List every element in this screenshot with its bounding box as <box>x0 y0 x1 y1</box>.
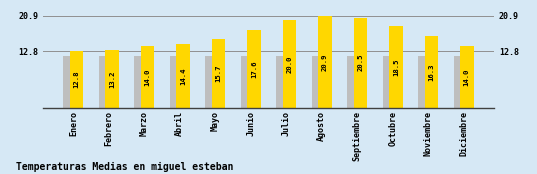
Text: 20.9: 20.9 <box>322 53 328 71</box>
Text: 20.5: 20.5 <box>358 54 364 72</box>
Bar <box>170 56 183 108</box>
Text: 14.0: 14.0 <box>464 68 470 86</box>
Bar <box>241 56 255 108</box>
Bar <box>460 46 474 108</box>
Bar <box>312 56 325 108</box>
Bar <box>205 56 219 108</box>
Bar <box>134 56 148 108</box>
Text: 16.3: 16.3 <box>429 63 434 81</box>
Bar <box>318 16 332 108</box>
Bar <box>425 36 438 108</box>
Bar <box>247 30 260 108</box>
Text: 15.7: 15.7 <box>215 65 221 82</box>
Bar <box>354 18 367 108</box>
Bar <box>282 20 296 108</box>
Bar <box>454 56 467 108</box>
Text: Temperaturas Medias en miguel esteban: Temperaturas Medias en miguel esteban <box>16 162 234 172</box>
Text: 20.0: 20.0 <box>286 55 293 73</box>
Bar <box>383 56 396 108</box>
Bar <box>99 56 112 108</box>
Bar <box>105 50 119 108</box>
Text: 13.2: 13.2 <box>109 70 115 88</box>
Text: 18.5: 18.5 <box>393 58 399 76</box>
Bar <box>277 56 290 108</box>
Text: 17.6: 17.6 <box>251 60 257 78</box>
Bar <box>70 52 83 108</box>
Bar <box>141 46 154 108</box>
Bar <box>389 26 403 108</box>
Text: 14.0: 14.0 <box>144 68 150 86</box>
Bar <box>212 39 225 108</box>
Bar <box>63 56 77 108</box>
Bar <box>418 56 432 108</box>
Text: 12.8: 12.8 <box>74 71 79 88</box>
Text: 14.4: 14.4 <box>180 67 186 85</box>
Bar <box>176 44 190 108</box>
Bar <box>347 56 361 108</box>
